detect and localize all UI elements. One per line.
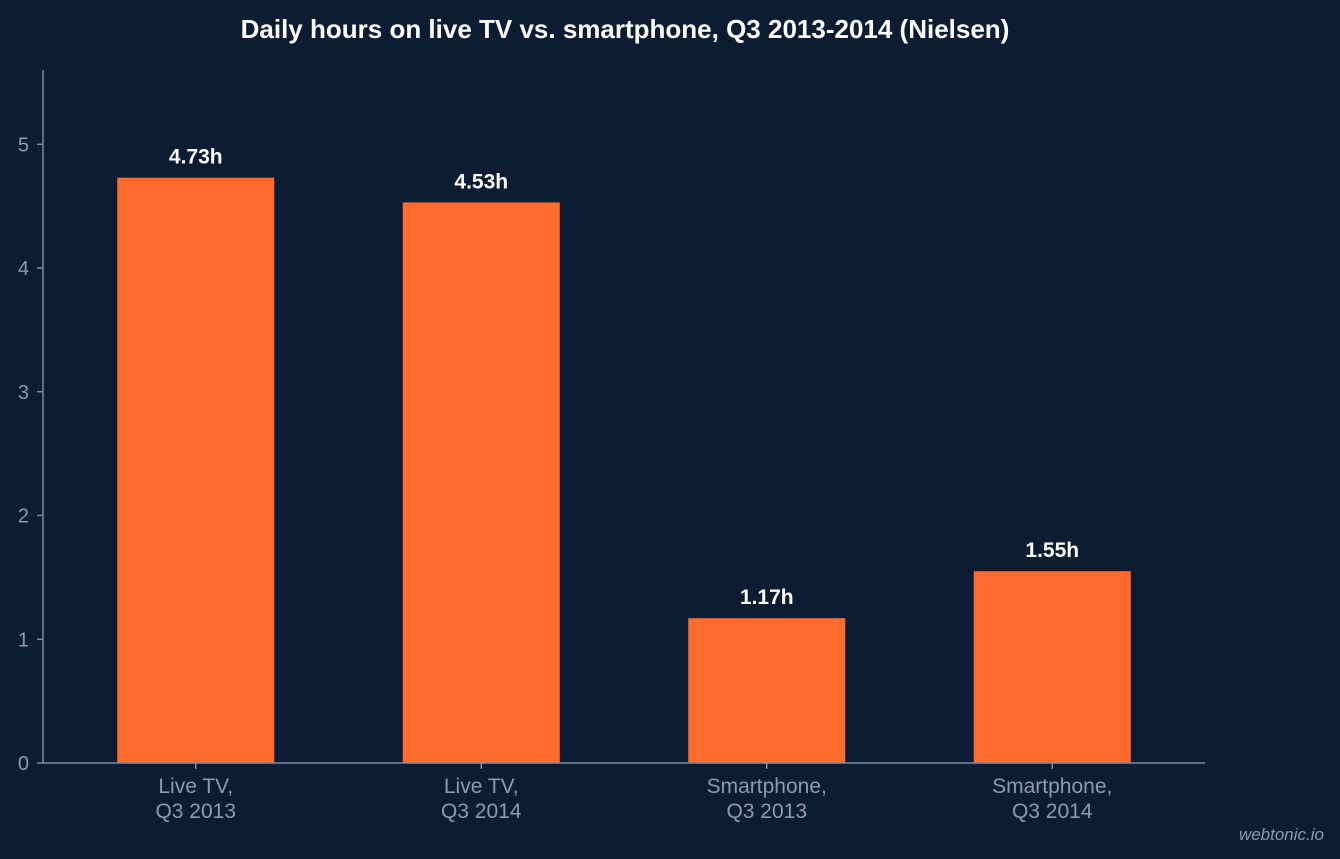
bar-value-label: 4.53h [454,170,508,193]
x-category-label: Q3 2014 [441,800,522,823]
x-category-label: Q3 2013 [726,800,807,823]
x-category-label: Live TV, [444,775,519,798]
bar-value-label: 1.17h [740,586,794,609]
bars-layer [117,177,1131,764]
data-labels-layer: 4.73h 4.53h 1.17h 1.55h [169,146,1079,610]
y-tick-label: 2 [18,506,29,528]
y-tick-label: 4 [18,258,29,280]
bar-value-label: 4.73h [169,146,223,169]
bar-value-label: 1.55h [1025,539,1079,562]
x-category-label: Q3 2013 [155,800,236,823]
chart-title: Daily hours on live TV vs. smartphone, Q… [241,14,1010,44]
axes [42,70,1205,764]
x-category-label: Q3 2014 [1012,800,1093,823]
y-tick-label: 5 [18,134,29,156]
bar [402,202,560,764]
y-tick-label: 3 [18,382,29,404]
y-ticks: 0 1 2 3 4 5 [18,134,43,775]
bar [973,571,1131,763]
bar [117,177,275,764]
x-category-label: Smartphone, [707,775,827,798]
y-tick-label: 0 [18,753,29,775]
watermark-text: webtonic.io [1239,825,1324,844]
y-tick-label: 1 [18,629,29,651]
x-category-label: Smartphone, [992,775,1112,798]
x-category-label: Live TV, [158,775,233,798]
bar [688,618,846,763]
